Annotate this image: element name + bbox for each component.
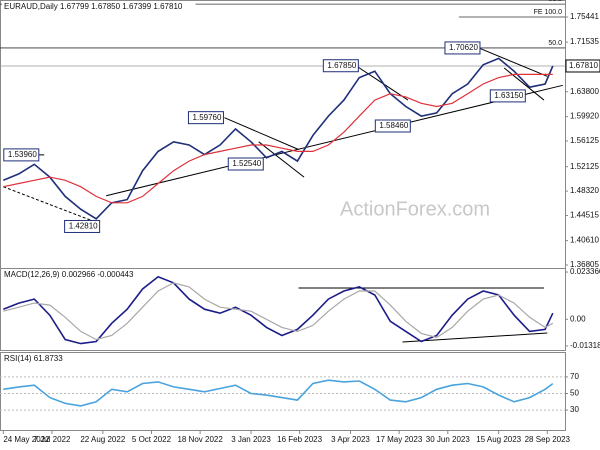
x-tick-label: 24 May 2022	[3, 435, 50, 444]
level-label: FE 100.0	[534, 9, 563, 16]
y-tick-label: 1.59920	[570, 112, 599, 121]
y-tick-label: 1.40610	[570, 236, 599, 245]
level-label: 50.0	[548, 40, 562, 47]
annotation-box	[444, 41, 481, 55]
last-price-label: 1.67810	[569, 61, 598, 70]
panel-title: EURAUD,Daily 1.67799 1.67850 1.67399 1.6…	[4, 2, 183, 11]
trend-line	[224, 117, 299, 150]
x-tick-label: 5 Oct 2022	[132, 435, 172, 444]
annotation-label: 1.58460	[379, 121, 408, 130]
y-tick-label: 1.48320	[570, 186, 599, 195]
y-tick-label: 1.75441	[570, 12, 599, 21]
y-tick-label: 0.00	[570, 314, 586, 323]
y-tick-label: 1.52125	[570, 162, 599, 171]
series-line	[3, 282, 554, 341]
annotation-label: 1.59760	[193, 113, 222, 122]
x-tick-label: 30 Jun 2023	[426, 435, 471, 444]
last-price-tag	[565, 59, 600, 73]
annotation-label: 1.63150	[494, 91, 523, 100]
x-tick-label: 7 Jul 2022	[34, 435, 71, 444]
trend-line	[258, 141, 305, 178]
series-line	[3, 73, 553, 204]
panel-title: RSI(14) 61.8733	[4, 354, 63, 363]
x-tick-label: 16 Feb 2023	[277, 435, 322, 444]
title-bg	[2, 2, 196, 12]
y-tick-label: 1.71535	[570, 37, 599, 46]
title-bg	[2, 354, 68, 364]
trend-line	[503, 67, 545, 101]
series-line	[2, 57, 554, 220]
annotation-box	[187, 111, 224, 125]
y-tick-label: 50	[570, 389, 579, 398]
x-tick-label: 3 Jan 2023	[231, 435, 271, 444]
trend-line	[3, 186, 101, 225]
annotation-label: 1.53960	[8, 150, 37, 159]
y-tick-label: 0.023366	[570, 267, 600, 276]
annotation-box	[374, 119, 411, 133]
annotation-label: 1.70620	[449, 43, 478, 52]
y-tick-label: 70	[570, 372, 579, 381]
x-tick-label: 22 Aug 2022	[80, 435, 125, 444]
annotation-box	[489, 89, 526, 103]
y-tick-label: 1.36805	[570, 260, 599, 269]
panel-frame	[0, 268, 566, 351]
panel-title: MACD(12,26,9) 0.002966 -0.000443	[4, 270, 134, 279]
title-bg	[2, 270, 143, 280]
x-tick-label: 3 Apr 2023	[331, 435, 370, 444]
y-tick-label: 30	[570, 405, 579, 414]
annotation-box	[322, 59, 359, 73]
annotation-box	[227, 157, 264, 171]
x-tick-label: 18 Nov 2022	[177, 435, 223, 444]
watermark: ActionForex.com	[340, 198, 490, 220]
x-tick-label: 28 Sep 2023	[525, 435, 571, 444]
y-tick-label: 1.44515	[570, 211, 599, 220]
annotation-label: 1.42810	[69, 222, 98, 231]
panel-frame	[0, 352, 566, 431]
level-label: 61.8	[548, 0, 562, 3]
annotation-label: 1.67850	[327, 61, 356, 70]
annotation-box	[64, 219, 101, 233]
series-line	[3, 379, 554, 407]
series-line	[3, 275, 554, 345]
x-tick-label: 17 May 2023	[376, 435, 423, 444]
annotation-label: 1.52540	[232, 159, 261, 168]
trend-line	[402, 332, 548, 343]
y-tick-label: 1.56125	[570, 136, 599, 145]
y-tick-label: -0.013186	[570, 341, 600, 350]
x-tick-label: 15 Aug 2023	[476, 435, 521, 444]
y-tick-label: 1.63800	[570, 87, 599, 96]
annotation-box	[3, 148, 40, 162]
trend-line	[478, 47, 548, 77]
